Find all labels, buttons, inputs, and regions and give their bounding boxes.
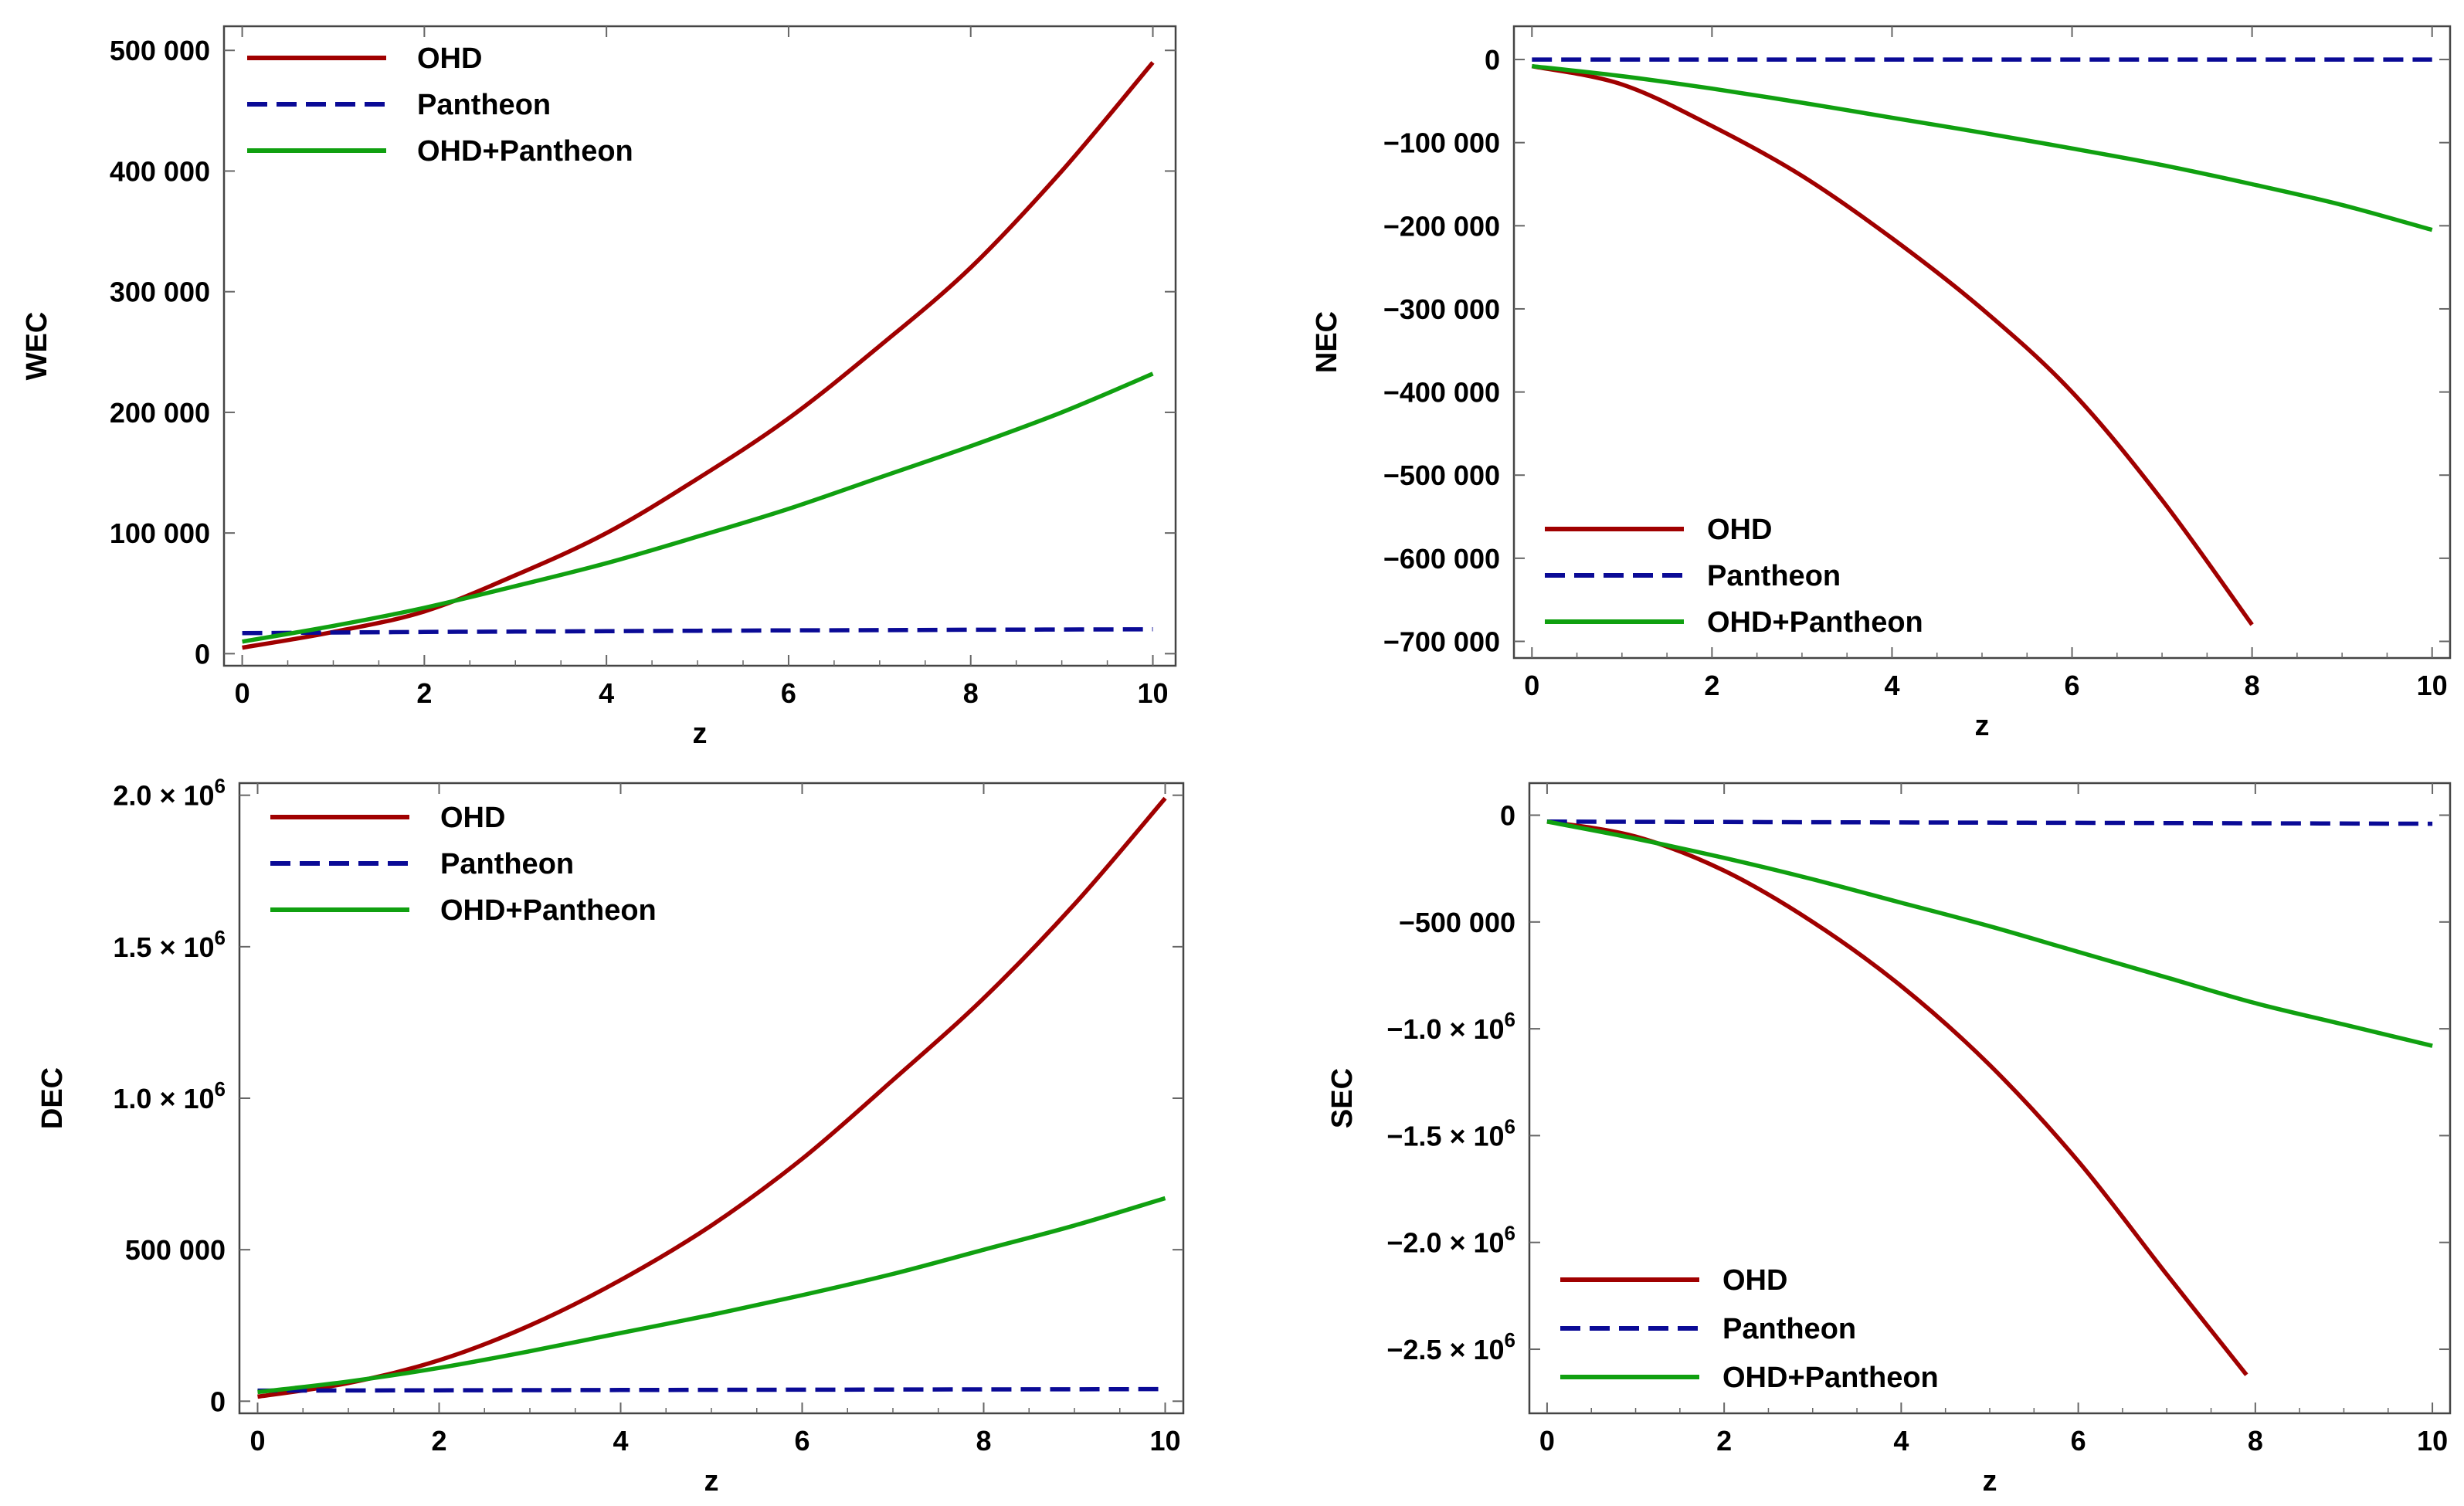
nec-ytick-label: −500 000: [1383, 460, 1500, 491]
wec-series-ohd-pantheon: [242, 371, 1154, 644]
dec-ytick-label: 0: [210, 1386, 226, 1417]
wec-ytick-label: 500 000: [110, 35, 210, 66]
dec-panel: 0 2 4 6 8 10 0 500 000 1.0 × 106 1.5 × 106 2.0 × 1…: [36, 775, 1185, 1498]
wec-legend-label: Pantheon: [417, 89, 551, 121]
nec-ytick-label: −700 000: [1383, 626, 1500, 657]
dec-xtick-label: 0: [249, 1425, 265, 1457]
sec-series-ohd-pantheon: [1546, 819, 2433, 1048]
sec-xtick-label: 10: [2417, 1425, 2448, 1457]
sec-legend-label: OHD+Pantheon: [1722, 1362, 1939, 1394]
wec-ytick-label: 300 000: [110, 276, 210, 308]
dec-plot-frame: [238, 782, 1185, 1415]
sec-legend-label: Pantheon: [1722, 1313, 1856, 1345]
sec-ytick-label: −2.0 × 106: [1386, 1222, 1515, 1259]
nec-ytick-label: −200 000: [1383, 210, 1500, 242]
sec-ytick-label: −2.5 × 106: [1386, 1328, 1515, 1365]
wec-xtick-label: 6: [781, 677, 796, 709]
sec-panel: 0 2 4 6 8 10 0 −500 000 −1.0 × 106 −1.5 × 106 −2.0…: [1326, 782, 2452, 1498]
wec-ytick-label: 0: [195, 638, 210, 670]
sec-ytick-label: −1.5 × 106: [1386, 1114, 1515, 1152]
wec-xtick-label: 8: [963, 677, 979, 709]
nec-legend-label: OHD+Pantheon: [1707, 606, 1923, 639]
wec-ytick-label: 100 000: [110, 517, 210, 549]
dec-xtick-label: 10: [1149, 1425, 1180, 1457]
wec-legend-label: OHD: [417, 42, 482, 75]
wec-panel: 0 2 4 6 8 10 0 100 000 200 000 300 000 400 000 500 …: [21, 25, 1177, 750]
nec-plot-frame: [1512, 25, 2452, 660]
dec-legend-label: Pantheon: [440, 848, 574, 880]
wec-plot-frame: [222, 25, 1177, 667]
dec-xaxis-label: z: [704, 1465, 719, 1498]
wec-xtick-label: 0: [235, 677, 250, 709]
sec-ytick-label: −1.0 × 106: [1386, 1008, 1515, 1045]
sec-xaxis-label: z: [1983, 1465, 1997, 1498]
nec-xtick-label: 8: [2245, 670, 2260, 701]
dec-series-ohd: [257, 796, 1167, 1399]
nec-panel: 0 2 4 6 8 10 0 −100 000 −200 000 −300 000 −400 000…: [1311, 25, 2452, 742]
nec-series-ohd: [1531, 64, 2254, 626]
wec-ytick-label: 400 000: [110, 155, 210, 187]
wec-series-pantheon: [242, 627, 1153, 636]
dec-ytick-label: 1.5 × 106: [113, 926, 226, 963]
wec-xtick-label: 2: [416, 677, 432, 709]
sec-yaxis-label: SEC: [1326, 1068, 1359, 1128]
dec-xtick-label: 4: [613, 1425, 628, 1457]
nec-ytick-label: 0: [1485, 44, 1500, 76]
wec-series-ohd: [242, 61, 1155, 650]
sec-xtick-label: 8: [2248, 1425, 2263, 1457]
dec-series-ohd-pantheon: [257, 1196, 1166, 1395]
dec-xtick-label: 6: [794, 1425, 809, 1457]
nec-xtick-label: 0: [1524, 670, 1539, 701]
wec-legend-label: OHD+Pantheon: [417, 135, 633, 168]
wec-xaxis-label: z: [693, 717, 708, 750]
sec-xtick-label: 6: [2071, 1425, 2086, 1457]
nec-xtick-label: 6: [2065, 670, 2080, 701]
dec-legend-label: OHD: [440, 802, 505, 834]
nec-ytick-label: −600 000: [1383, 543, 1500, 575]
nec-legend-label: OHD: [1707, 514, 1772, 546]
wec-xtick-label: 10: [1138, 677, 1169, 709]
sec-plot-frame: [1528, 782, 2452, 1415]
sec-xtick-label: 2: [1716, 1425, 1732, 1457]
dec-ytick-label: 2.0 × 106: [113, 775, 226, 812]
sec-xtick-label: 0: [1539, 1425, 1555, 1457]
sec-series-pantheon: [1546, 819, 2433, 826]
nec-xaxis-label: z: [1975, 710, 1990, 742]
sec-legend-label: OHD: [1722, 1264, 1787, 1297]
dec-ytick-label: 500 000: [125, 1234, 226, 1266]
dec-yaxis-label: DEC: [36, 1067, 69, 1129]
nec-ytick-label: −400 000: [1383, 377, 1500, 409]
sec-ytick-label: −500 000: [1399, 907, 1515, 938]
nec-ytick-label: −100 000: [1383, 127, 1500, 159]
wec-ytick-label: 200 000: [110, 397, 210, 429]
sec-xtick-label: 4: [1893, 1425, 1909, 1457]
sec-ytick-label: 0: [1500, 799, 1515, 831]
wec-yaxis-label: WEC: [21, 312, 53, 381]
dec-xtick-label: 2: [431, 1425, 446, 1457]
dec-series-pantheon: [257, 1386, 1166, 1393]
dec-xtick-label: 8: [976, 1425, 991, 1457]
dec-legend-label: OHD+Pantheon: [440, 894, 657, 927]
nec-legend-label: Pantheon: [1707, 560, 1841, 592]
nec-series-ohd-pantheon: [1532, 63, 2433, 232]
wec-xtick-label: 4: [599, 677, 614, 709]
sec-series-ohd: [1546, 819, 2248, 1376]
dec-ytick-label: 1.0 × 106: [113, 1077, 226, 1114]
nec-yaxis-label: NEC: [1311, 311, 1343, 373]
nec-xtick-label: 2: [1704, 670, 1719, 701]
nec-xtick-label: 4: [1884, 670, 1899, 701]
nec-ytick-label: −300 000: [1383, 293, 1500, 325]
nec-xtick-label: 10: [2417, 670, 2448, 701]
